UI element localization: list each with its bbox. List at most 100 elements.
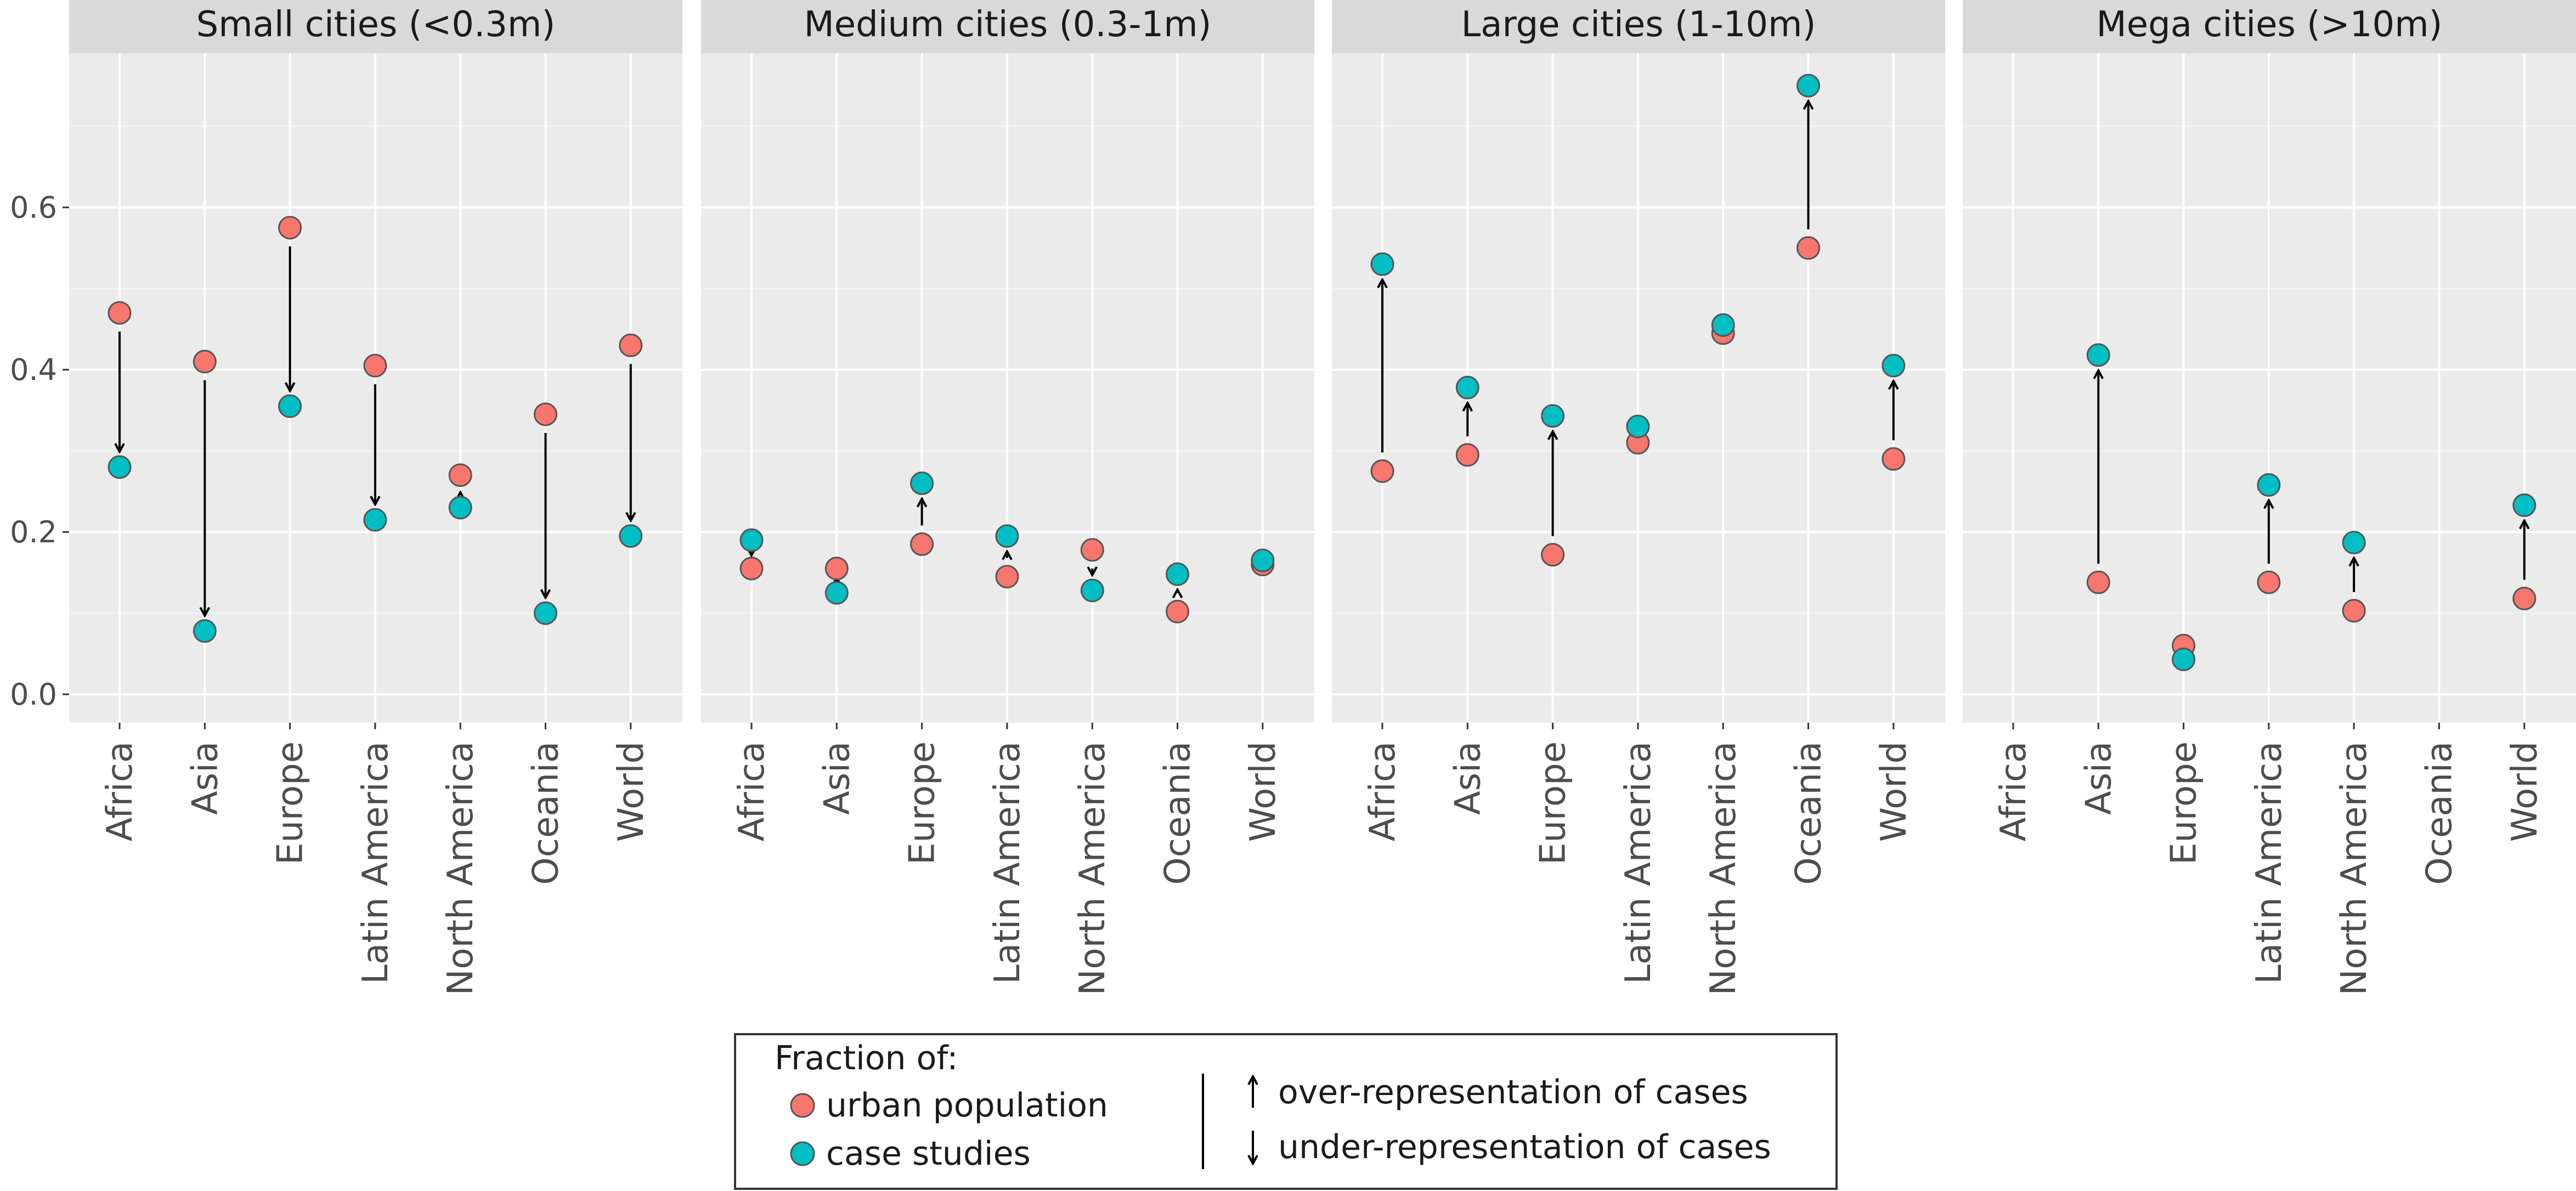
x-tick-label: Europe <box>2164 741 2205 865</box>
y-tick-label: 0.2 <box>10 515 57 549</box>
x-tick-label: North America <box>2334 741 2375 995</box>
point-case-studies <box>2512 493 2537 517</box>
point-case-studies <box>1080 579 1104 603</box>
y-tick-label: 0.4 <box>10 353 57 387</box>
point-case-studies <box>1797 73 1820 98</box>
point-case-studies <box>2257 473 2281 497</box>
facet-title: Medium cities (0.3-1m) <box>804 4 1211 45</box>
point-case-studies <box>193 619 217 643</box>
x-tick-label: Oceania <box>526 741 567 885</box>
x-tick-label: Oceania <box>1789 741 1829 885</box>
x-tick-label: Asia <box>2078 741 2119 815</box>
point-case-studies <box>278 394 302 418</box>
x-tick-label: Europe <box>1533 741 1574 865</box>
legend-label-under-representation: under-representation of cases <box>1278 1128 1771 1166</box>
x-tick-label: Africa <box>732 741 772 842</box>
panel-mega-cities-10m: Mega cities (>10m) Africa Asia Europe Latin … <box>1963 0 2576 995</box>
point-case-studies <box>1541 404 1565 428</box>
x-tick-label: Africa <box>1363 741 1403 842</box>
x-tick-label: Latin America <box>2249 741 2290 984</box>
x-tick-label: World <box>611 741 652 842</box>
y-tick-label: 0.0 <box>10 677 57 712</box>
point-case-studies <box>1251 548 1275 572</box>
point-urban-population <box>619 333 643 358</box>
legend-key-urban-population <box>790 1093 815 1118</box>
legend: Fraction of: urban population case studi… <box>734 1033 1838 1190</box>
legend-key-case-studies <box>790 1141 815 1166</box>
point-case-studies <box>1626 415 1650 439</box>
x-tick-label: Oceania <box>1158 741 1199 885</box>
point-urban-population <box>448 463 472 487</box>
point-urban-population <box>1080 538 1104 562</box>
facet-strip <box>701 0 1314 53</box>
x-tick-label: Europe <box>270 741 311 865</box>
x-tick-label: Latin America <box>987 741 1028 984</box>
point-urban-population <box>2257 570 2281 594</box>
x-tick-label: World <box>1874 741 1914 842</box>
point-case-studies <box>534 601 557 625</box>
point-case-studies <box>363 508 387 532</box>
facet-strip <box>69 0 682 53</box>
point-urban-population <box>534 402 557 427</box>
point-urban-population <box>108 301 132 325</box>
point-urban-population <box>1370 459 1394 483</box>
point-case-studies <box>2086 343 2110 367</box>
point-case-studies <box>1711 313 1735 337</box>
facet-strip <box>1332 0 1945 53</box>
point-urban-population <box>739 557 764 581</box>
x-tick-label: North America <box>440 741 481 995</box>
point-urban-population <box>995 565 1019 589</box>
facet-title: Mega cities (>10m) <box>2096 4 2442 45</box>
point-urban-population <box>193 349 217 373</box>
point-urban-population <box>1882 447 1906 471</box>
facet-title: Large cities (1-10m) <box>1461 4 1816 45</box>
x-tick-label: Oceania <box>2420 741 2460 885</box>
point-case-studies <box>108 455 132 479</box>
legend-box <box>734 1033 1838 1190</box>
facet-title: Small cities (<0.3m) <box>196 4 556 45</box>
panel-small-cities-0-3m: Small cities (<0.3m) Africa Asia Europe Lati… <box>69 0 682 995</box>
point-urban-population <box>363 354 387 378</box>
point-urban-population <box>2512 587 2537 611</box>
x-tick-label: World <box>2505 741 2545 842</box>
x-tick-label: Latin America <box>1618 741 1659 984</box>
point-case-studies <box>824 581 849 605</box>
point-urban-population <box>2342 599 2366 623</box>
point-urban-population <box>1797 236 1820 260</box>
x-tick-label: World <box>1243 741 1284 842</box>
panels: Small cities (<0.3m) Africa Asia Europe Lati… <box>69 0 2576 995</box>
point-case-studies <box>1882 354 1906 378</box>
y-axis: 0.0 0.2 0.4 0.6 <box>10 190 69 712</box>
legend-title: Fraction of: <box>775 1039 958 1077</box>
legend-label-case-studies: case studies <box>826 1135 1031 1173</box>
point-case-studies <box>448 496 472 520</box>
point-case-studies <box>1455 376 1479 400</box>
point-case-studies <box>910 471 934 495</box>
point-urban-population <box>824 557 849 581</box>
point-case-studies <box>739 528 764 552</box>
point-urban-population <box>1455 443 1479 467</box>
point-urban-population <box>910 532 934 556</box>
facet-strip <box>1963 0 2576 53</box>
x-tick-label: Africa <box>100 741 140 842</box>
x-tick-label: Europe <box>902 741 943 865</box>
legend-label-urban-population: urban population <box>826 1086 1108 1125</box>
point-case-studies <box>995 524 1019 548</box>
y-tick-label: 0.6 <box>10 190 57 225</box>
point-urban-population <box>278 215 302 240</box>
x-tick-label: North America <box>1703 741 1744 995</box>
point-case-studies <box>2172 648 2196 672</box>
x-tick-label: North America <box>1072 741 1113 995</box>
panel-medium-cities-0-3-1m: Medium cities (0.3-1m) Africa Asia Europe La… <box>701 0 1314 995</box>
x-tick-label: Asia <box>185 741 225 815</box>
point-urban-population <box>1541 543 1565 567</box>
x-tick-label: Latin America <box>355 741 396 984</box>
x-tick-label: Asia <box>1448 741 1488 815</box>
point-urban-population <box>1166 599 1189 623</box>
x-tick-label: Asia <box>817 741 857 815</box>
point-case-studies <box>619 524 643 548</box>
point-urban-population <box>2086 570 2110 594</box>
x-tick-label: Africa <box>1993 741 2034 842</box>
legend-label-over-representation: over-representation of cases <box>1278 1073 1748 1111</box>
